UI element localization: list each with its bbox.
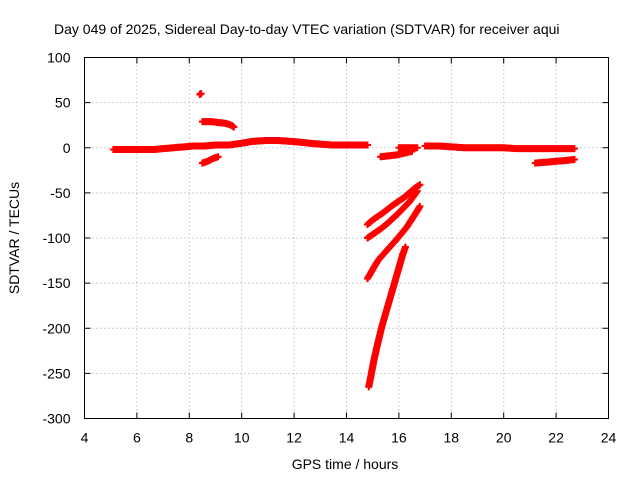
grid-lines xyxy=(84,57,609,419)
data-point xyxy=(416,202,424,210)
series-drop-1 xyxy=(363,181,424,228)
y-tick-label: 0 xyxy=(63,140,71,156)
y-tick-label: -200 xyxy=(42,320,70,336)
data-point xyxy=(197,90,205,98)
axis-ticks: 4 6 8 10 12 14 16 18 20 22 24 100 50 0 -50 -100 -150 -200… xyxy=(42,50,616,446)
data-points xyxy=(109,90,578,391)
data-point xyxy=(401,243,409,251)
x-tick-label: 20 xyxy=(496,430,512,446)
series-arc-main xyxy=(109,137,371,154)
data-point xyxy=(413,187,421,195)
chart-title: Day 049 of 2025, Sidereal Day-to-day VTE… xyxy=(54,21,560,37)
series-drop-4 xyxy=(365,243,409,391)
series-arc-late-a xyxy=(377,147,416,161)
y-tick-label: 100 xyxy=(47,50,71,66)
series-arc-high xyxy=(196,90,205,99)
y-axis-label: SDTVAR / TECUs xyxy=(6,182,22,294)
x-tick-label: 14 xyxy=(339,430,355,446)
x-tick-label: 8 xyxy=(185,430,193,446)
y-tick-label: -250 xyxy=(42,365,70,381)
y-tick-label: 50 xyxy=(55,95,71,111)
series-arc-neg15-late xyxy=(531,155,578,167)
data-point xyxy=(416,181,424,189)
x-tick-label: 22 xyxy=(548,430,564,446)
x-tick-label: 6 xyxy=(133,430,141,446)
data-point xyxy=(413,144,421,152)
x-tick-label: 16 xyxy=(391,430,407,446)
x-tick-label: 24 xyxy=(601,430,617,446)
x-tick-label: 12 xyxy=(286,430,302,446)
data-point xyxy=(230,123,238,131)
series-arc-pos30 xyxy=(198,118,238,131)
series-drop-2 xyxy=(363,187,421,242)
x-tick-label: 4 xyxy=(81,430,89,446)
series-arc-evening xyxy=(421,142,578,153)
data-point xyxy=(570,145,578,153)
data-point xyxy=(363,141,371,149)
series-drop-3 xyxy=(363,202,424,283)
y-tick-label: -150 xyxy=(42,275,70,291)
y-tick-label: -300 xyxy=(42,411,70,427)
data-point xyxy=(214,153,222,161)
data-point xyxy=(570,155,578,163)
y-tick-label: -100 xyxy=(42,230,70,246)
series-arc-neg15 xyxy=(198,153,222,167)
x-tick-label: 10 xyxy=(234,430,250,446)
x-tick-label: 18 xyxy=(444,430,460,446)
y-tick-label: -50 xyxy=(50,185,70,201)
series-arc-late-b xyxy=(395,144,421,152)
x-axis-label: GPS time / hours xyxy=(292,456,399,472)
